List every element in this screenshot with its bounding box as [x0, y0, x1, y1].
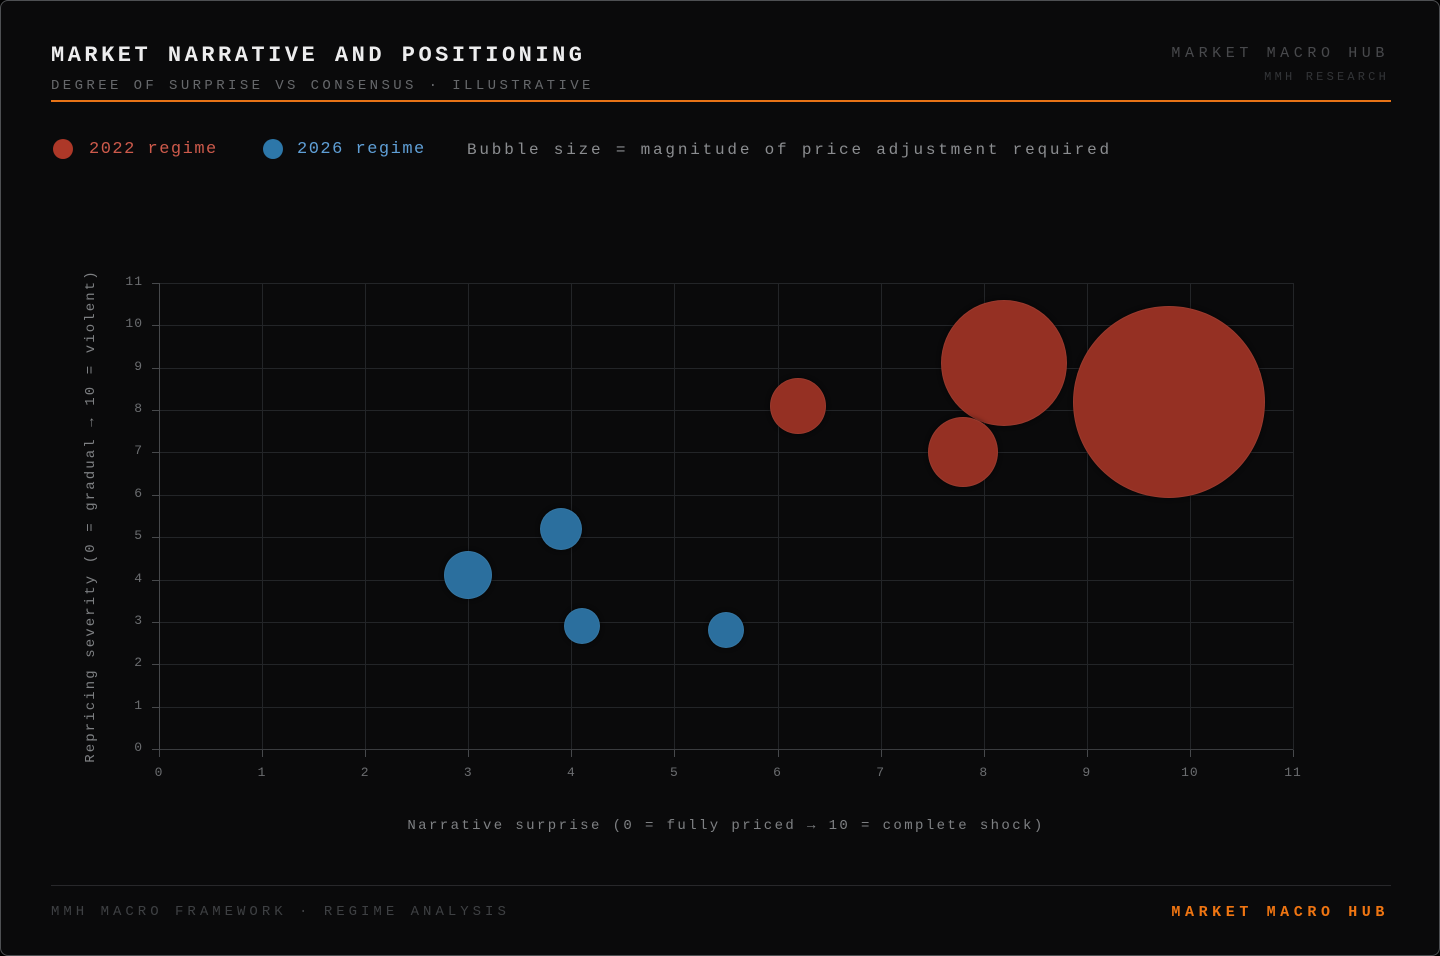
gridline-y-10 [159, 325, 1293, 327]
legend-label-2026: 2026 regime [297, 140, 426, 159]
bubble-2022 [770, 377, 827, 434]
x-tick-mark-11 [1293, 750, 1294, 757]
bubble-2026 [563, 608, 600, 645]
brand-research-label: MMH RESEARCH [1264, 70, 1389, 84]
x-tick-mark-0 [159, 750, 160, 757]
gridline-x-11 [1293, 283, 1294, 750]
gridline-y-1 [159, 706, 1293, 708]
y-tick-label-6: 6 [134, 485, 143, 501]
y-axis-spine [159, 283, 160, 750]
y-tick-mark-5 [152, 537, 159, 539]
x-tick-mark-10 [1189, 750, 1191, 757]
bubble-2026 [708, 612, 744, 649]
y-tick-label-10: 10 [125, 316, 143, 332]
x-tick-label-10: 10 [1181, 765, 1199, 780]
x-tick-mark-8 [983, 750, 985, 757]
x-tick-label-2: 2 [360, 765, 370, 780]
y-tick-label-9: 9 [134, 358, 143, 374]
x-tick-mark-4 [571, 750, 573, 757]
x-axis-title: Narrative surprise (0 = fully priced → 1… [407, 818, 1045, 834]
x-tick-mark-6 [777, 750, 779, 757]
y-tick-mark-7 [152, 452, 159, 454]
gridline-x-8 [983, 283, 985, 750]
y-tick-mark-2 [152, 664, 159, 666]
gridline-x-1 [262, 283, 264, 750]
gridline-y-6 [159, 494, 1293, 496]
gridline-y-4 [159, 579, 1293, 581]
x-tick-label-11: 11 [1284, 765, 1302, 780]
footer-divider [51, 885, 1391, 886]
x-tick-label-1: 1 [257, 765, 267, 780]
gridline-x-2 [365, 283, 367, 750]
page-title: MARKET NARRATIVE AND POSITIONING [51, 43, 586, 68]
x-tick-mark-1 [262, 750, 264, 757]
gridline-x-3 [468, 283, 470, 750]
bubble-2022 [941, 300, 1068, 427]
gridline-y-2 [159, 664, 1293, 666]
gridline-y-7 [159, 452, 1293, 454]
y-tick-label-3: 3 [134, 612, 143, 628]
y-tick-label-2: 2 [134, 655, 143, 671]
y-tick-mark-3 [152, 621, 159, 623]
legend-dot-2026-icon [263, 139, 283, 159]
y-tick-label-0: 0 [134, 740, 143, 755]
bubble-2022 [1073, 305, 1266, 498]
x-tick-mark-7 [880, 750, 882, 757]
gridline-y-11 [159, 283, 1293, 284]
bubble-2026 [540, 507, 583, 550]
y-tick-mark-9 [152, 367, 159, 369]
y-tick-label-11: 11 [125, 274, 143, 289]
y-tick-mark-1 [152, 706, 159, 708]
y-tick-mark-10 [152, 325, 159, 327]
footer-brand: MARKET MACRO HUB [1171, 904, 1389, 921]
x-tick-label-8: 8 [979, 765, 989, 780]
legend-label-2022: 2022 regime [89, 140, 218, 159]
y-tick-mark-8 [152, 410, 159, 412]
y-tick-mark-11 [152, 283, 159, 284]
plot-area: 0 1 2 3 4 5 6 7 8 9 10 11 0 1 2 3 4 5 6 7 8 9 10 11 [125, 274, 1300, 780]
header-accent-rule [51, 100, 1391, 102]
y-axis-title: Repricing severity (0 = gradual → 10 = v… [83, 269, 99, 763]
x-tick-label-0: 0 [154, 765, 164, 780]
x-tick-mark-5 [674, 750, 676, 757]
gridline-x-10 [1189, 283, 1191, 750]
gridline-x-7 [880, 283, 882, 750]
y-tick-label-8: 8 [134, 401, 143, 417]
gridline-y-9 [159, 367, 1293, 369]
y-tick-mark-4 [152, 579, 159, 581]
bubble-2026 [444, 551, 493, 600]
y-tick-mark-6 [152, 494, 159, 496]
legend-bubble-size-note: Bubble size = magnitude of price adjustm… [467, 141, 1112, 159]
page-subtitle: DEGREE OF SURPRISE VS CONSENSUS · ILLUST… [51, 78, 594, 94]
brand-name: MARKET MACRO HUB [1171, 45, 1389, 62]
y-tick-label-4: 4 [134, 570, 143, 586]
x-tick-label-6: 6 [773, 765, 782, 780]
x-tick-mark-9 [1086, 750, 1088, 757]
gridline-y-8 [159, 410, 1293, 412]
x-tick-label-5: 5 [670, 765, 679, 780]
x-tick-label-7: 7 [876, 765, 886, 780]
y-tick-label-5: 5 [134, 528, 143, 544]
gridline-x-5 [674, 283, 676, 750]
gridline-y-5 [159, 537, 1293, 539]
legend-dot-2022-icon [53, 139, 73, 159]
x-tick-label-9: 9 [1082, 765, 1092, 780]
y-tick-label-1: 1 [134, 697, 143, 713]
gridline-x-6 [777, 283, 779, 750]
gridline-x-9 [1086, 283, 1088, 750]
x-axis-line [152, 749, 1293, 750]
y-tick-label-7: 7 [134, 443, 143, 459]
y-tick-mark-0 [152, 749, 159, 750]
x-tick-label-4: 4 [566, 765, 576, 780]
bubble-2022 [928, 417, 999, 488]
x-tick-mark-2 [365, 750, 367, 757]
x-tick-label-3: 3 [463, 765, 473, 780]
x-tick-mark-3 [468, 750, 470, 757]
footer-framework-label: MMH MACRO FRAMEWORK · REGIME ANALYSIS [51, 904, 510, 920]
